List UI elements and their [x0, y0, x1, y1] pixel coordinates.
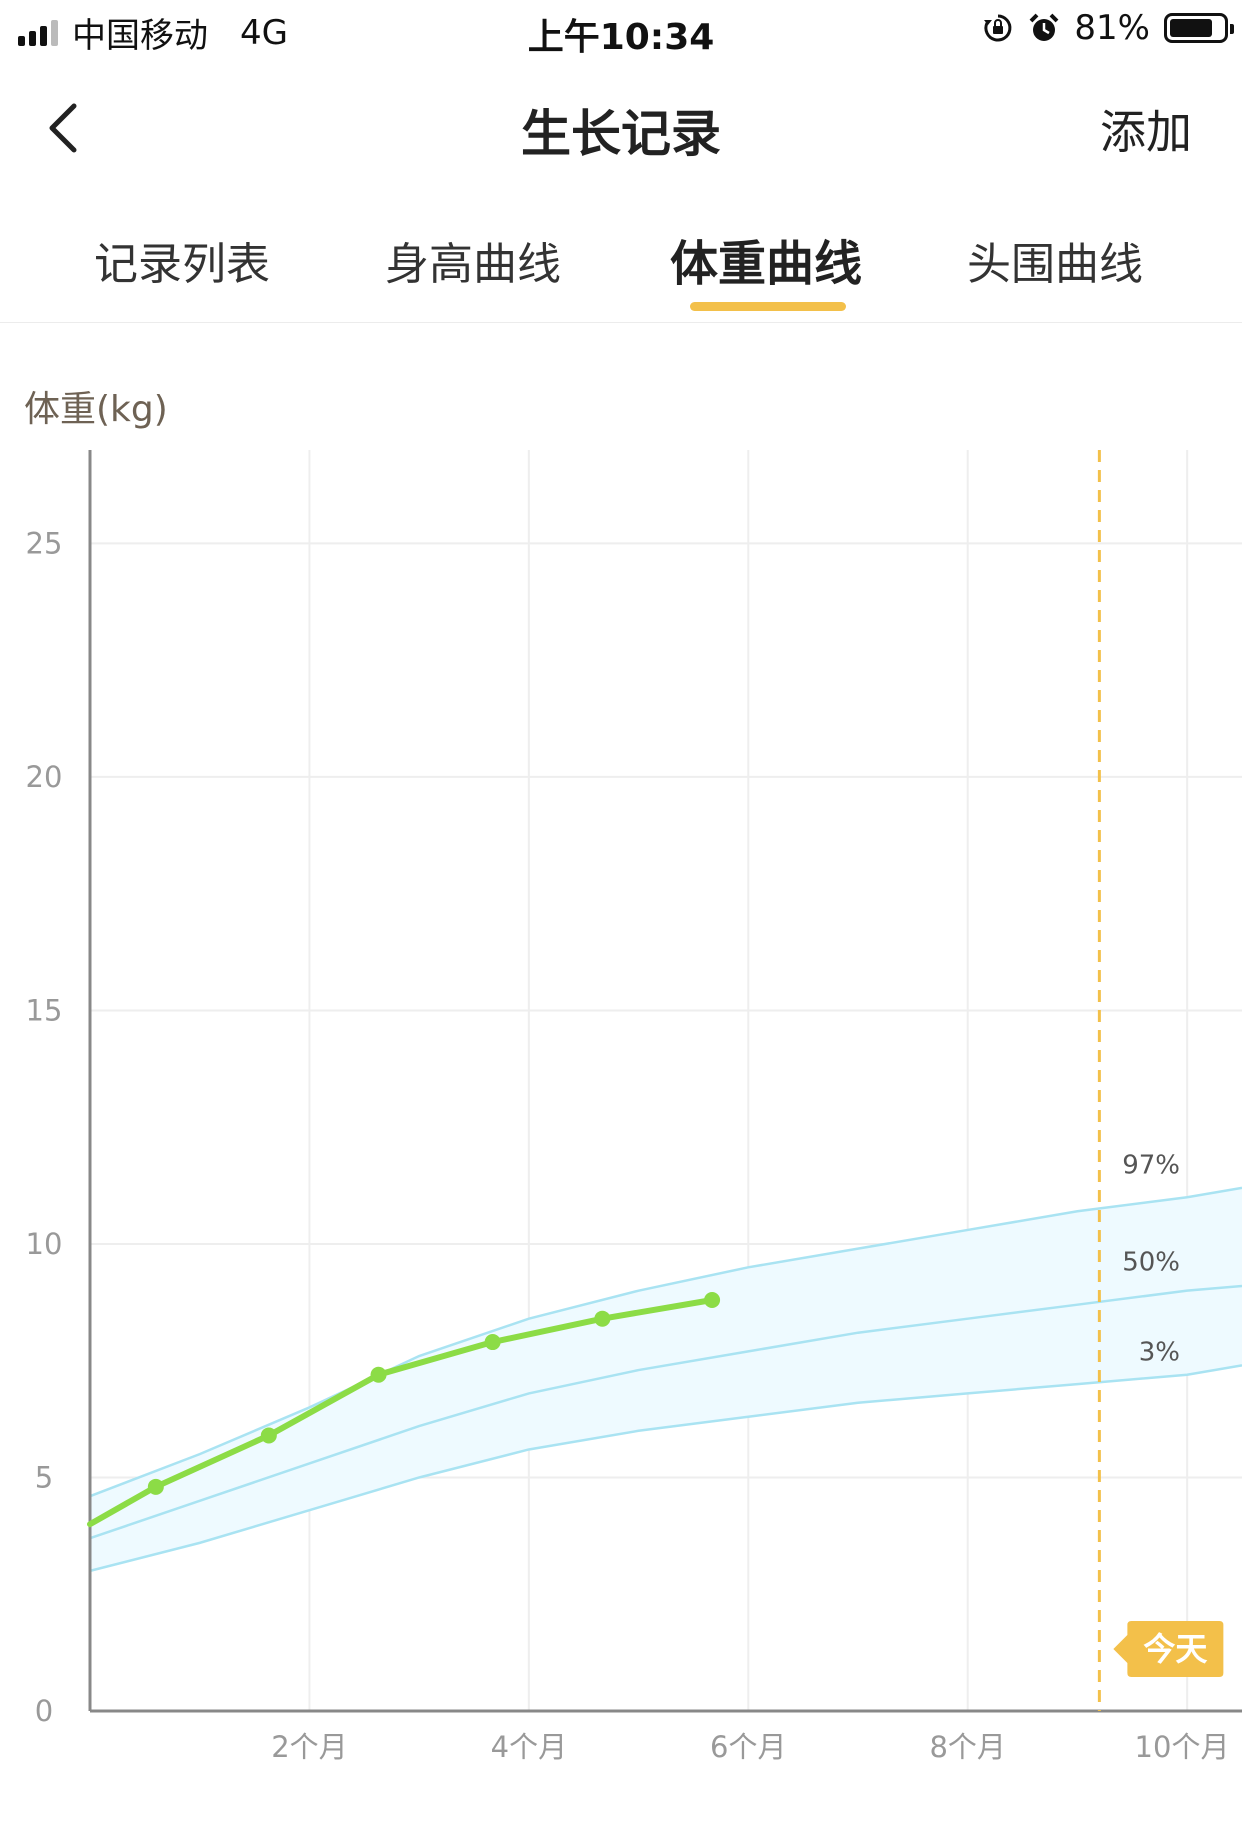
- weight-chart: 97% 50% 3% 0 5 10 15 20 25 2个月 4个月 6个月 8个月 10个月 今天: [26, 450, 1242, 1764]
- battery-fill: [1170, 19, 1213, 37]
- weight-record-point: [704, 1292, 721, 1309]
- today-badge: [1113, 1621, 1224, 1677]
- x-tick-label: 2个月: [271, 1730, 347, 1764]
- y-tick-label: 10: [26, 1227, 63, 1261]
- x-tick-label: 8个月: [929, 1730, 1005, 1764]
- tab-height-curve[interactable]: 身高曲线: [385, 239, 561, 290]
- x-tick-label: 4个月: [491, 1730, 567, 1764]
- rotation-lock-icon: [984, 14, 1012, 42]
- x-tick-label: 6个月: [710, 1730, 786, 1764]
- add-button[interactable]: 添加: [1100, 105, 1192, 159]
- page-title: 生长记录: [521, 105, 721, 163]
- weight-record-point: [147, 1478, 164, 1495]
- tab-head-circumference-curve[interactable]: 头围曲线: [967, 239, 1143, 290]
- tab-bar: 记录列表 身高曲线 体重曲线 头围曲线: [0, 210, 1242, 323]
- weight-record-point: [484, 1334, 501, 1351]
- x-tick-label: 10个月: [1135, 1730, 1230, 1764]
- alarm-icon: [1030, 13, 1059, 41]
- y-tick-label: 5: [35, 1460, 53, 1494]
- weight-record-point: [370, 1366, 387, 1383]
- y-axis-label: 体重(kg): [24, 389, 168, 430]
- y-tick-label: 0: [35, 1694, 53, 1728]
- status-right: 81%: [982, 8, 1234, 48]
- percentile-label: 50%: [1122, 1248, 1180, 1278]
- status-left: 中国移动 4G: [18, 8, 288, 57]
- status-time: 上午10:34: [527, 17, 715, 58]
- percentile-line: [89, 1364, 1242, 1573]
- battery-percent: 81%: [1074, 8, 1150, 48]
- percentile-line: [89, 1284, 1242, 1540]
- tab-weight-curve[interactable]: 体重曲线: [670, 236, 863, 292]
- percentile-label: 3%: [1139, 1338, 1180, 1368]
- percentile-line: [89, 1186, 1242, 1498]
- active-tab-indicator: [690, 302, 846, 311]
- carrier-label: 中国移动: [72, 16, 208, 56]
- percentile-label: 97%: [1122, 1150, 1180, 1180]
- tab-record-list[interactable]: 记录列表: [94, 239, 270, 290]
- weight-record-point: [594, 1310, 611, 1327]
- y-tick-label: 15: [26, 993, 63, 1027]
- weight-record-point: [260, 1427, 277, 1444]
- network-type: 4G: [240, 12, 288, 53]
- percentile-band: [90, 1187, 1242, 1571]
- chevron-left-icon[interactable]: [40, 92, 90, 162]
- nav-bar: 生长记录 添加: [0, 62, 1242, 192]
- battery-icon: [1164, 13, 1234, 43]
- status-bar: 中国移动 4G 上午10:34 81%: [0, 0, 1242, 62]
- y-tick-label: 20: [26, 760, 63, 794]
- today-label: 今天: [1143, 1630, 1207, 1668]
- signal-icon: [18, 19, 58, 46]
- y-tick-label: 25: [26, 526, 63, 560]
